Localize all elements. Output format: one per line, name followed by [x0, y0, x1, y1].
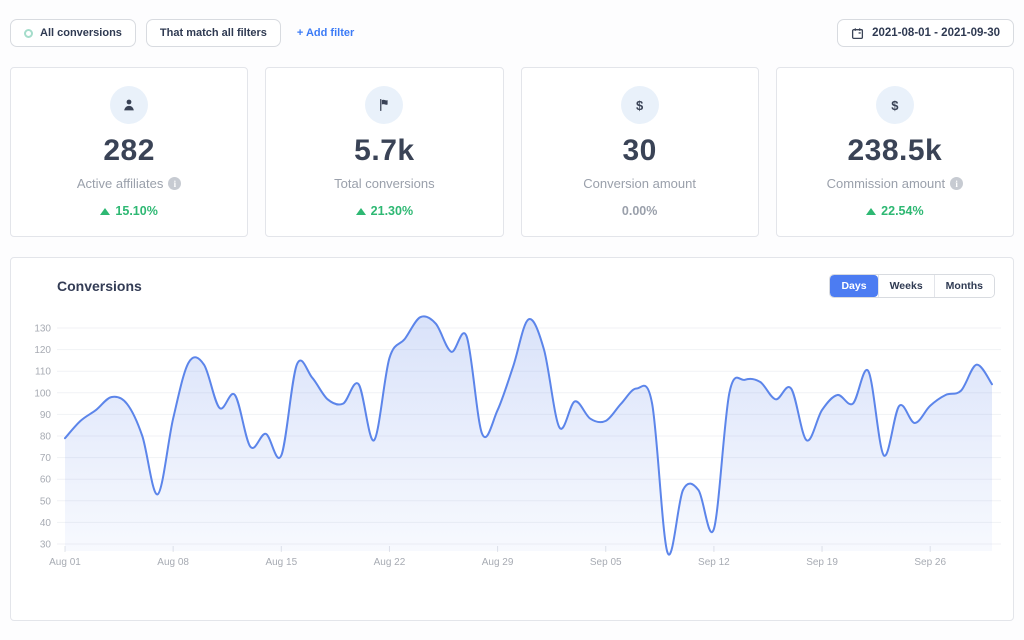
stat-label: Conversion amount: [583, 176, 696, 191]
stat-label-row: Commission amount i: [827, 176, 964, 191]
x-tick-label: Aug 01: [49, 557, 81, 568]
stat-value: 282: [103, 134, 155, 167]
conversions-chart-card: Conversions Days Weeks Months 30 40 50 60 70…: [10, 257, 1014, 621]
tab-days[interactable]: Days: [830, 275, 878, 297]
y-tick-label: 90: [40, 410, 52, 421]
y-tick-label: 120: [34, 345, 51, 356]
x-tick-label: Aug 15: [265, 557, 297, 568]
stat-change-value: 0.00%: [621, 204, 658, 218]
stat-label-row: Conversion amount: [583, 176, 696, 191]
y-tick-label: 130: [34, 324, 51, 335]
conversions-area: [65, 316, 992, 555]
match-all-filters-button[interactable]: That match all filters: [145, 19, 281, 47]
y-tick-label: 40: [40, 518, 52, 529]
filter-bar: All conversions That match all filters +…: [0, 0, 1024, 47]
stat-change: 15.10%: [100, 204, 158, 218]
stat-label: Total conversions: [334, 176, 435, 191]
date-range-button[interactable]: 2021-08-01 - 2021-09-30: [837, 19, 1014, 47]
stat-label: Commission amount: [826, 176, 946, 191]
x-tick-label: Sep 19: [806, 557, 838, 568]
y-tick-label: 50: [40, 496, 52, 507]
trend-up-icon: [866, 207, 877, 215]
stat-label: Active affiliates: [76, 176, 164, 191]
stat-value: 238.5k: [847, 134, 943, 167]
stat-card-commission-amount: $ 238.5k Commission amount i 22.54%: [775, 67, 1014, 237]
y-tick-label: 100: [34, 388, 51, 399]
stat-label-row: Active affiliates i: [76, 176, 182, 191]
chart-header: Conversions Days Weeks Months: [11, 258, 1013, 302]
x-tick-label: Aug 29: [482, 557, 514, 568]
calendar-icon: [851, 27, 864, 40]
y-tick-label: 30: [40, 540, 52, 551]
stat-card-conversion-amount: $ 30 Conversion amount 0.00%: [520, 67, 759, 237]
match-all-filters-label: That match all filters: [159, 27, 267, 39]
stat-change: 0.00%: [622, 204, 657, 218]
stat-change: 22.54%: [866, 204, 924, 218]
chart-body: 30 40 50 60 70 80 90 100 110 120 130 Aug 01 Aug 08 Au…: [11, 302, 1013, 593]
chart-canvas: 30 40 50 60 70 80 90 100 110 120 130 Aug 01 Aug 08 Au…: [34, 315, 1001, 568]
trend-up-icon: [355, 207, 366, 215]
stat-change: 21.30%: [355, 204, 414, 218]
stat-value: 5.7k: [354, 134, 415, 167]
chart-title: Conversions: [57, 278, 142, 294]
stat-change-value: 22.54%: [881, 204, 924, 218]
tab-weeks[interactable]: Weeks: [877, 275, 934, 297]
x-tick-label: Aug 08: [157, 557, 189, 568]
x-tick-label: Sep 26: [914, 557, 946, 568]
date-range-value: 2021-08-01 - 2021-09-30: [872, 27, 1000, 39]
y-tick-label: 60: [40, 475, 52, 486]
dollar-icon: $: [620, 86, 659, 124]
tab-months[interactable]: Months: [933, 275, 994, 297]
trend-up-icon: [100, 207, 111, 215]
stat-cards-row: 282 Active affiliates i 15.10% 5.7k Tota…: [0, 47, 1024, 237]
stat-card-active-affiliates: 282 Active affiliates i 15.10%: [10, 67, 249, 237]
stat-value: 30: [622, 134, 657, 167]
granularity-tab-group: Days Weeks Months: [829, 274, 995, 298]
y-tick-label: 110: [35, 367, 51, 378]
all-conversions-label: All conversions: [40, 27, 122, 39]
x-tick-label: Sep 12: [698, 557, 730, 568]
flag-icon: [365, 86, 404, 124]
info-icon[interactable]: i: [950, 177, 964, 190]
y-tick-label: 80: [40, 432, 52, 443]
add-filter-link[interactable]: + Add filter: [296, 27, 355, 39]
user-icon: [110, 86, 149, 124]
conversions-line: [64, 315, 993, 556]
info-icon[interactable]: i: [168, 177, 182, 190]
dollar-icon: $: [875, 86, 914, 124]
stat-label-row: Total conversions: [334, 176, 434, 191]
x-tick-label: Sep 05: [590, 557, 622, 568]
x-tick-label: Aug 22: [374, 557, 406, 568]
all-conversions-button[interactable]: All conversions: [10, 19, 136, 47]
stat-card-total-conversions: 5.7k Total conversions 21.30%: [265, 67, 504, 237]
y-tick-label: 70: [40, 453, 52, 464]
stat-change-value: 21.30%: [370, 204, 414, 218]
stat-change-value: 15.10%: [115, 204, 158, 218]
status-ring-icon: [24, 28, 33, 38]
